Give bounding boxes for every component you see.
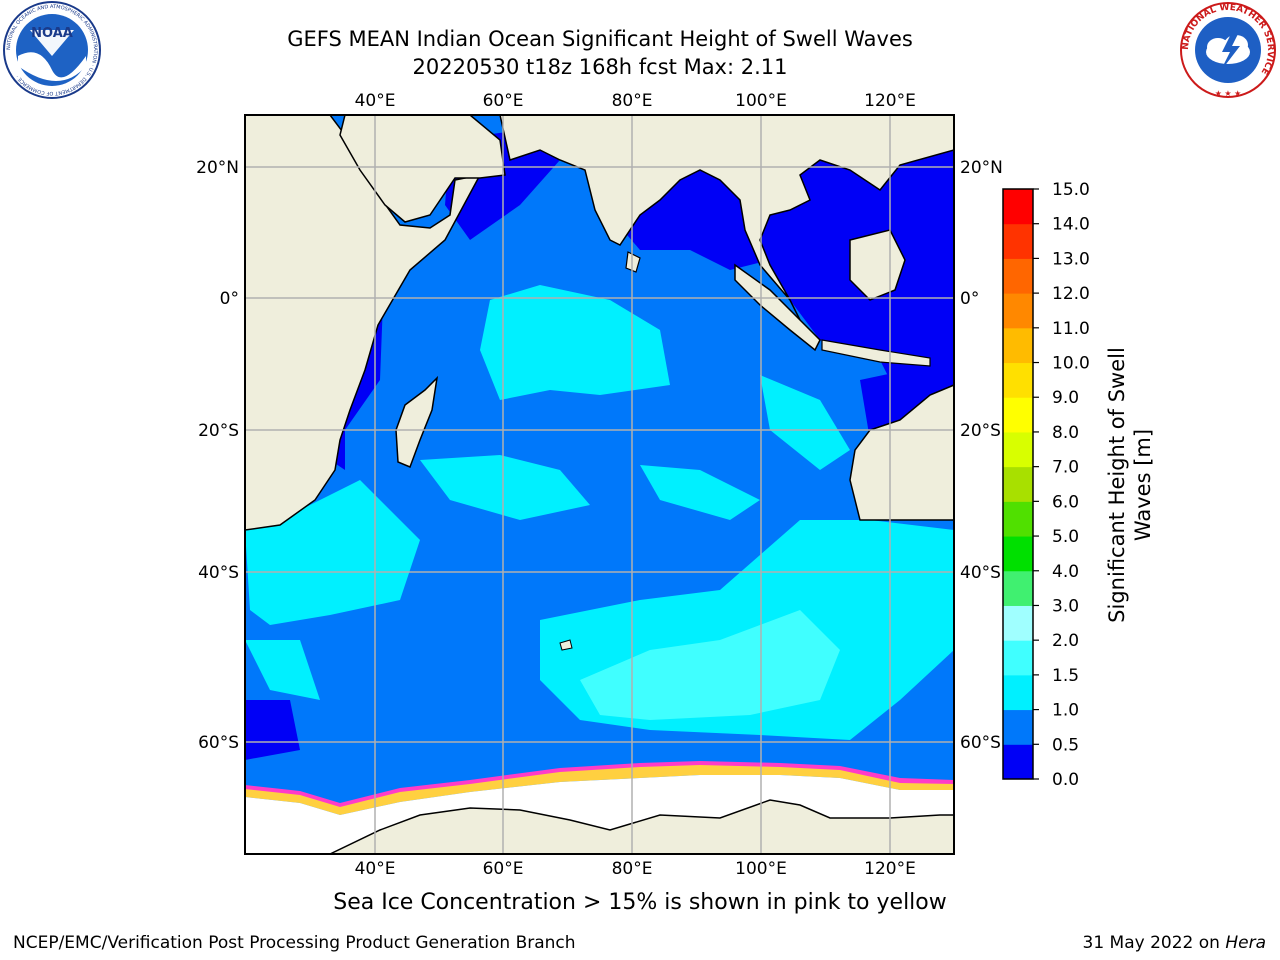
lon-label-bottom: 100°E [735,859,787,879]
colorbar-tick-label: 3.0 [1052,596,1079,616]
colorbar-swatch [1003,293,1033,329]
sri-lanka [625,251,641,273]
colorbar-swatch [1003,674,1033,711]
colorbar-swatch [1003,466,1033,502]
footer-credit: NCEP/EMC/Verification Post Processing Pr… [13,933,576,953]
colorbar-swatch [1003,327,1033,364]
lon-label-bottom: 60°E [483,859,524,879]
lon-label-top: 120°E [864,91,916,111]
colorbar-tick-label: 1.0 [1052,701,1079,721]
colorbar-tick-label: 1.5 [1052,666,1079,686]
lat-label-left: 20°N [196,158,239,178]
colorbar-tick-label: 4.0 [1052,562,1079,582]
svg-text:NOAA: NOAA [31,26,73,41]
footer-date: 31 May 2022 on Hera [1083,933,1267,953]
colorbar-tick-label: 13.0 [1052,249,1090,269]
footer-host: Hera [1225,933,1266,953]
colorbar-tick-label: 10.0 [1052,354,1090,374]
colorbar-swatch [1003,258,1033,294]
colorbar-tick-label: 12.0 [1052,284,1090,304]
lon-label-top: 40°E [355,91,396,111]
map-frame [244,114,955,855]
colorbar-tick-label: 15.0 [1052,180,1090,200]
lat-label-left: 0° [220,289,239,309]
lat-label-left: 60°S [198,733,239,753]
lat-label-right: 60°S [960,733,1001,753]
arabian-peninsula [339,115,506,223]
java [821,339,931,367]
central-swell-patch [640,465,760,520]
lat-label-right: 40°S [960,563,1001,583]
sea-ice-note: Sea Ice Concentration > 15% is shown in … [333,890,947,915]
australia [849,384,954,521]
southwest-low-swell [245,700,300,760]
graticule [245,115,954,854]
colorbar-tick-label: 11.0 [1052,319,1090,339]
lon-label-bottom: 120°E [864,859,916,879]
colorbar-swatch [1003,536,1033,572]
colorbar-swatch [1003,431,1033,468]
colorbar-swatch [1003,189,1033,225]
lon-label-top: 60°E [483,91,524,111]
western-australia-swell-patch [760,375,850,470]
colorbar-swatch [1003,709,1033,745]
colorbar-swatch [1003,501,1033,537]
colorbar-swatch [1003,362,1033,398]
colorbar-tick-label: 6.0 [1052,492,1079,512]
lon-label-top: 80°E [612,91,653,111]
colorbar-swatch [1003,570,1033,606]
lat-label-right: 0° [960,289,979,309]
map-title: GEFS MEAN Indian Ocean Significant Heigh… [287,27,913,51]
lon-label-bottom: 40°E [355,859,396,879]
colorbar-tick-label: 0.0 [1052,770,1079,790]
lon-label-top: 100°E [735,91,787,111]
colorbar-frame [1002,188,1034,780]
footer-date-text: 31 May 2022 on [1082,933,1226,953]
lon-label-bottom: 80°E [612,859,653,879]
kerguelen-island [559,639,573,651]
map-subtitle: 20220530 t18z 168h fcst Max: 2.11 [412,55,788,79]
colorbar-tick-label: 14.0 [1052,215,1090,235]
colorbar-tick-label: 7.0 [1052,458,1079,478]
colorbar-tick-label: 8.0 [1052,423,1079,443]
lat-label-right: 20°S [960,421,1001,441]
madagascar [395,375,439,468]
colorbar-swatch [1003,744,1033,780]
svg-text:★ ★ ★: ★ ★ ★ [1215,89,1242,98]
lat-label-left: 40°S [198,563,239,583]
colorbar-tick-label: 5.0 [1052,527,1079,547]
colorbar-swatch [1003,605,1033,641]
sumatra [734,263,821,352]
nws-logo: NATIONAL WEATHER SERVICE ★ ★ ★ [1180,2,1276,98]
southwest-swell-patch [245,640,320,700]
sea-ice-edge [245,763,954,815]
colorbar-swatch [1003,223,1033,259]
colorbar-swatch [1003,640,1033,676]
lat-label-left: 20°S [198,421,239,441]
southern-ocean-peak-swell [580,610,840,720]
lat-label-right: 20°N [960,158,1003,178]
colorbar-tick-label: 2.0 [1052,631,1079,651]
colorbar-title: Significant Height of Swell Waves [m] [1105,347,1155,623]
antarctica [329,799,954,854]
mid-ocean-swell-patch [420,455,590,520]
equatorial-swell-patch [480,285,670,400]
colorbar-tick-label: 9.0 [1052,388,1079,408]
colorbar-swatch [1003,397,1033,433]
noaa-logo: NOAA NATIONAL OCEANIC AND ATMOSPHERIC AD… [3,1,101,99]
colorbar-tick-label: 0.5 [1052,735,1079,755]
